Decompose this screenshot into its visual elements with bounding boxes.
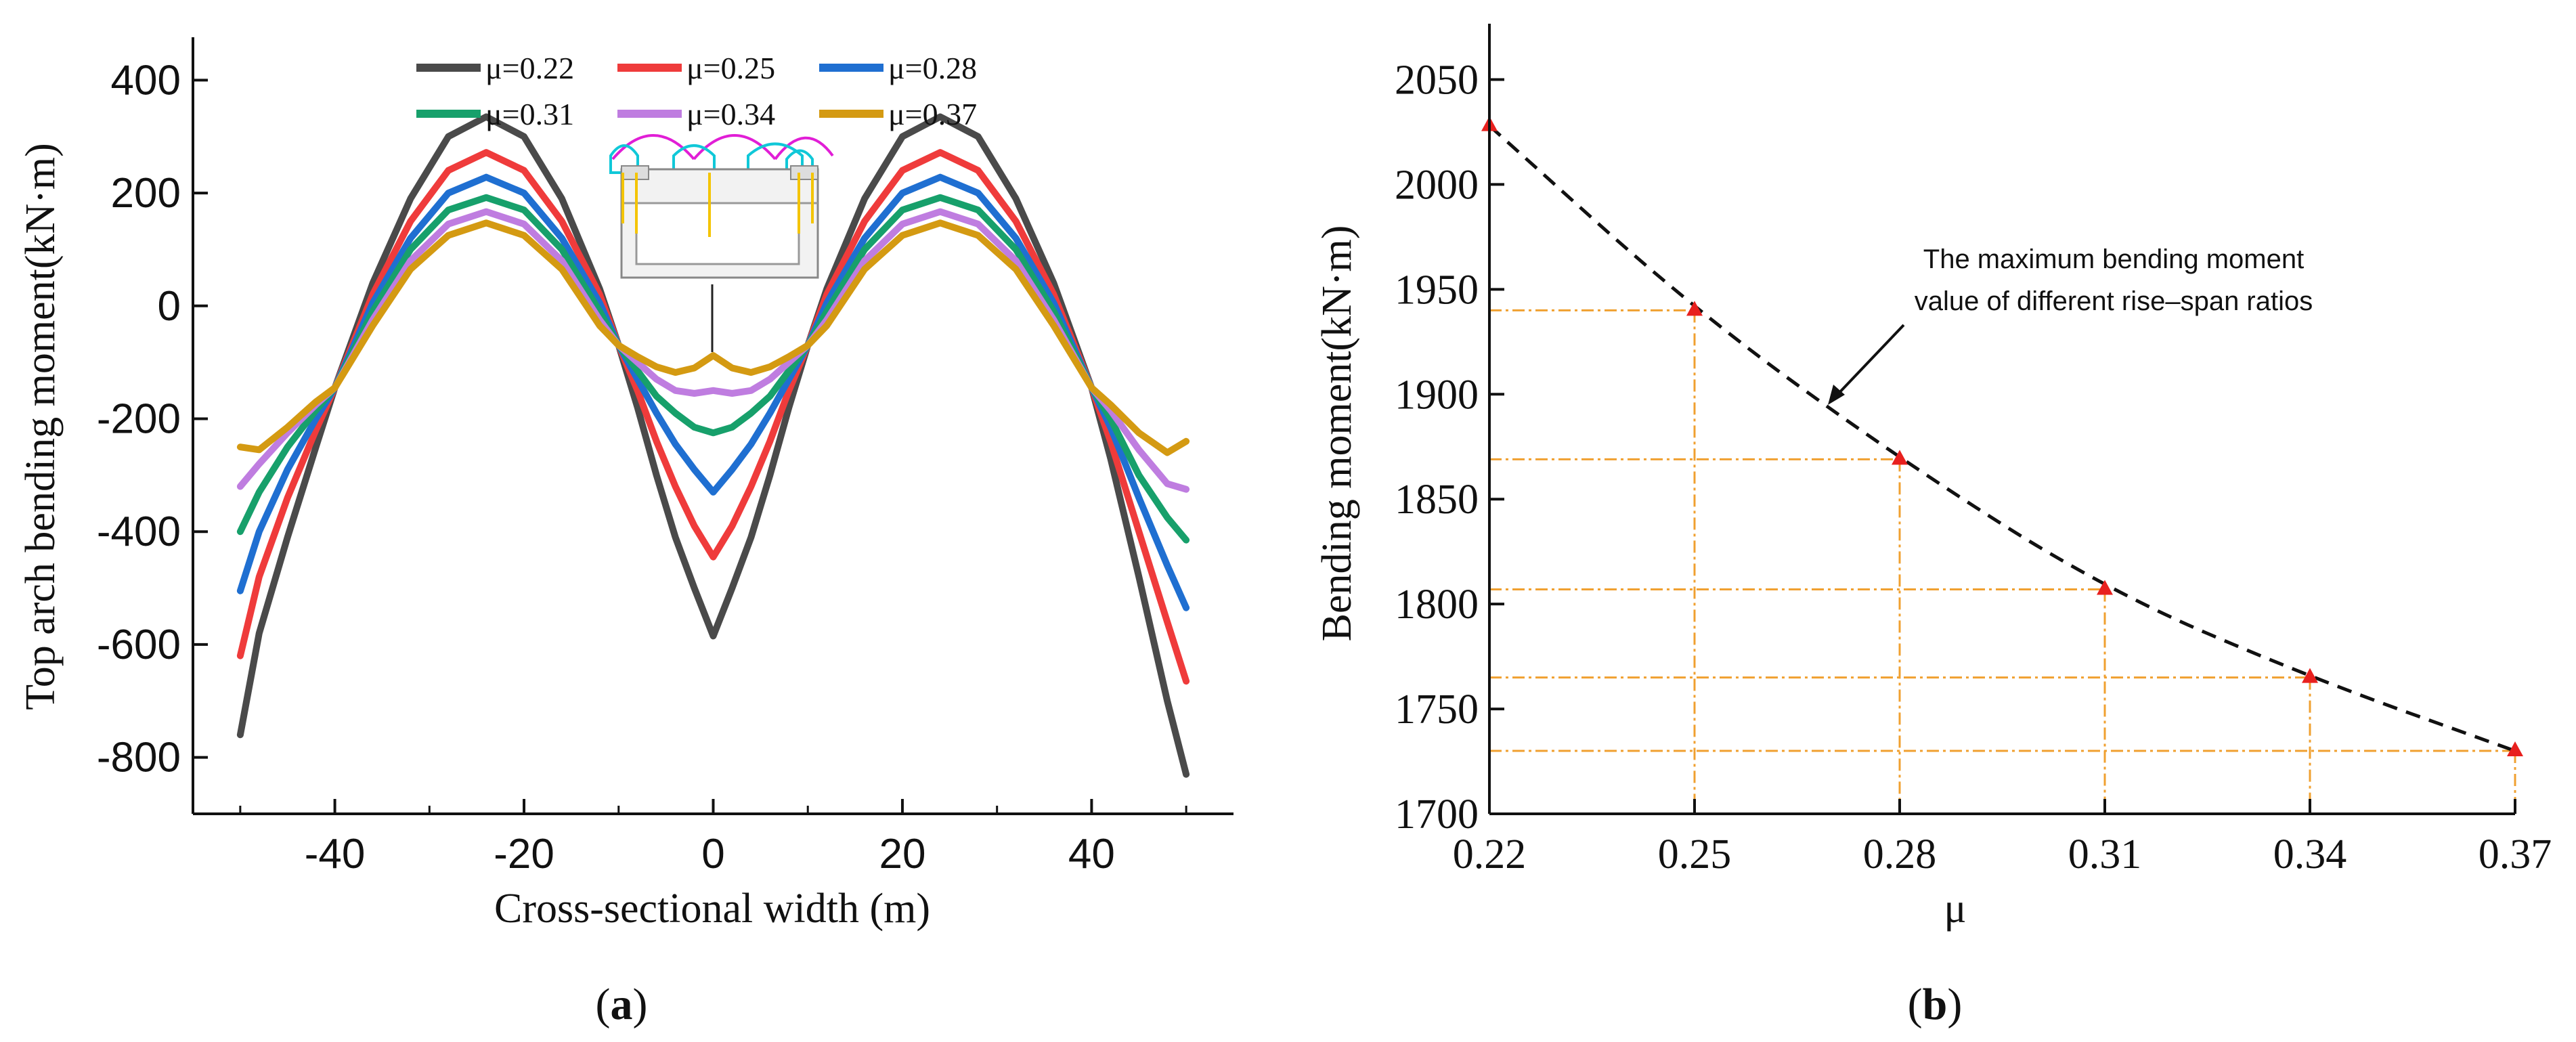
y-tick-label: 0	[158, 283, 181, 330]
x-tick-label: 40	[1068, 831, 1115, 877]
series-line-2	[236, 173, 1190, 611]
x-tick-label: 20	[879, 831, 925, 877]
legend-label-2: μ=0.28	[888, 51, 977, 85]
x-tick-label: 0.22	[1453, 831, 1527, 877]
panel-b-chart: 1700 1750 1800 1850 1900 1950 2000 2050 0.22 0.25…	[1314, 24, 2552, 1029]
data-point-marker	[1686, 301, 1703, 316]
panel-b-series-line	[1481, 116, 2523, 757]
panel-b-y-axis-title: Bending moment(kN·m)	[1314, 225, 1360, 642]
x-tick-label: 0.31	[2068, 831, 2142, 877]
y-tick-label: -600	[97, 622, 181, 668]
x-tick-label: 0	[701, 831, 724, 877]
x-tick-label: 0.34	[2273, 831, 2347, 877]
max-moment-curve	[1488, 124, 2516, 753]
y-tick-label: 2000	[1395, 162, 1479, 208]
data-point-marker	[1892, 450, 1908, 465]
panel-b-annotation-arrowhead	[1828, 385, 1845, 405]
y-tick-label: 200	[111, 170, 181, 217]
data-point-marker	[2302, 668, 2318, 683]
panel-a-x-axis-title: Cross-sectional width (m)	[494, 886, 930, 932]
panel-b-guide-lines	[1489, 309, 2516, 814]
panel-b-annotation-line2: value of different rise–span ratios	[1915, 286, 2313, 316]
y-tick-label: 1750	[1395, 687, 1479, 733]
y-tick-label: 1900	[1395, 372, 1479, 418]
y-tick-label: 1850	[1395, 477, 1479, 523]
x-tick-label: 0.37	[2479, 831, 2552, 877]
panel-b-x-axis-title: μ	[1944, 886, 1966, 932]
y-tick-label: -200	[97, 396, 181, 443]
legend-label-5: μ=0.37	[888, 97, 977, 131]
panel-b-ticks: 1700 1750 1800 1850 1900 1950 2000 2050 0.22 0.25…	[1395, 57, 2552, 877]
panel-a-legend: μ=0.22 μ=0.25 μ=0.28 μ=0.31 μ=0.34 μ=0.37	[416, 51, 977, 131]
panel-b-annotation-arrow	[1835, 324, 1905, 397]
panel-b-annotation-line1: The maximum bending moment	[1923, 244, 2304, 274]
series-line-5	[236, 219, 1190, 456]
data-point-marker	[2097, 580, 2113, 595]
y-tick-label: 1700	[1395, 791, 1479, 838]
y-tick-label: 1950	[1395, 267, 1479, 313]
panel-a-y-axis-title: Top arch bending moment(kN·m)	[18, 143, 64, 710]
series-line-1	[236, 149, 1190, 685]
y-tick-label: -800	[97, 735, 181, 781]
x-tick-label: -20	[494, 831, 554, 877]
series-line-4	[236, 208, 1190, 493]
series-line-3	[236, 194, 1190, 544]
series-line-0	[236, 113, 1190, 778]
y-tick-label: 1800	[1395, 582, 1479, 628]
legend-label-0: μ=0.22	[485, 51, 574, 85]
x-tick-label: 0.28	[1863, 831, 1937, 877]
panel-b-label: (b)	[1908, 980, 1963, 1029]
x-tick-label: 0.25	[1658, 831, 1732, 877]
legend-label-4: μ=0.34	[686, 97, 775, 131]
y-tick-label: 2050	[1395, 57, 1479, 103]
x-tick-label: -40	[305, 831, 366, 877]
panel-a-series-lines	[236, 113, 1190, 778]
legend-label-1: μ=0.25	[686, 51, 775, 85]
cross-section-inset-diagram	[609, 134, 834, 352]
y-tick-label: 400	[111, 57, 181, 104]
legend-label-3: μ=0.31	[485, 97, 574, 131]
panel-a-label: (a)	[596, 980, 648, 1029]
y-tick-label: -400	[97, 508, 181, 555]
data-point-marker	[2507, 741, 2523, 757]
